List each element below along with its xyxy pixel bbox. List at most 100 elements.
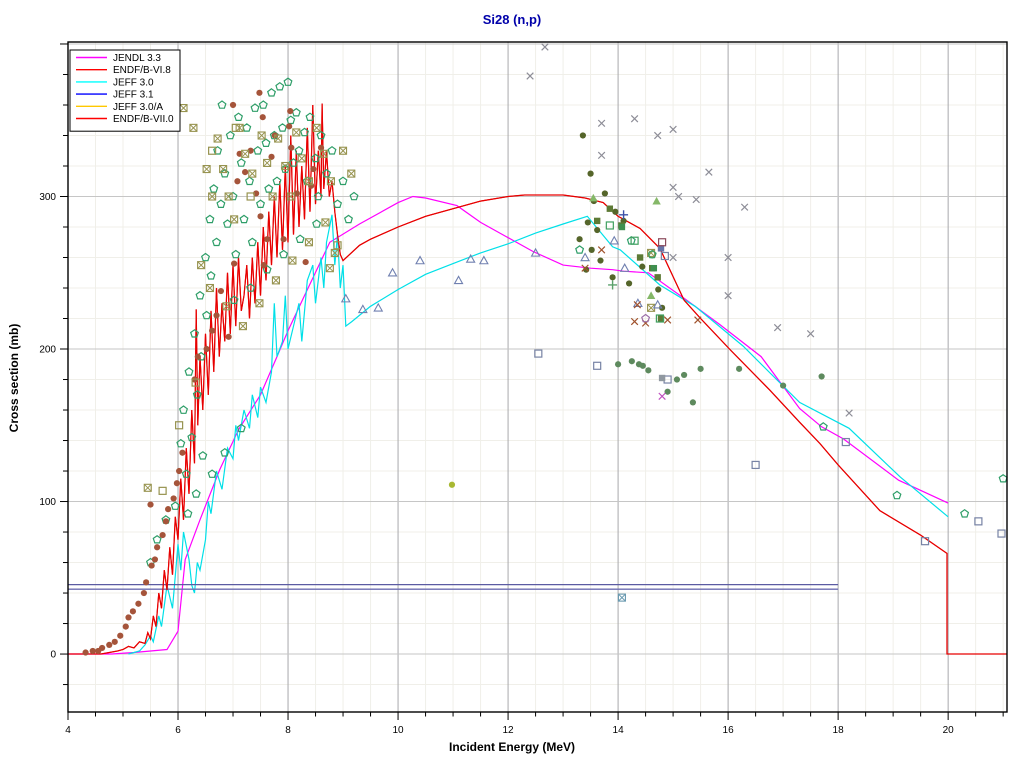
data-point — [806, 330, 815, 338]
data-point — [960, 508, 970, 518]
data-point — [275, 81, 285, 91]
data-point — [297, 154, 306, 163]
data-point — [259, 114, 266, 121]
data-point — [200, 252, 211, 262]
data-point — [321, 168, 331, 178]
scatter-exp-green-filled-square — [618, 223, 658, 272]
data-point — [630, 114, 639, 123]
data-point — [589, 193, 598, 202]
data-point — [224, 192, 233, 201]
data-point — [327, 145, 337, 155]
data-point — [658, 374, 666, 382]
data-point — [617, 593, 626, 602]
data-point — [304, 238, 313, 247]
data-point — [597, 151, 606, 160]
data-point — [773, 323, 782, 332]
y-tick-label: 200 — [39, 345, 56, 356]
data-point — [325, 264, 334, 273]
data-point — [244, 176, 254, 186]
data-point — [614, 361, 622, 368]
data-point — [294, 145, 304, 155]
data-point — [478, 255, 489, 265]
data-point — [654, 274, 661, 281]
data-point — [281, 161, 290, 171]
data-point — [206, 271, 216, 280]
scatter-exp-khaki-square — [158, 123, 342, 495]
data-point — [593, 361, 602, 370]
data-point — [286, 115, 296, 125]
data-point — [159, 531, 166, 539]
data-point — [173, 480, 181, 487]
data-point — [650, 264, 658, 272]
data-point — [580, 252, 591, 262]
data-point — [655, 314, 664, 323]
data-point — [217, 100, 227, 109]
data-point — [618, 223, 626, 231]
scatter-exp-steel-crossed-square — [617, 593, 626, 602]
data-point — [657, 245, 665, 252]
data-point — [297, 154, 306, 163]
scatter-exp-yellowgreen-circle — [448, 481, 456, 488]
data-point — [248, 169, 257, 178]
scatter-exp-purple-pentagon — [641, 313, 651, 323]
data-point — [619, 210, 629, 220]
y-tick-label: 0 — [50, 650, 56, 661]
data-point — [279, 249, 289, 259]
data-point — [281, 162, 290, 170]
data-point — [192, 390, 202, 399]
scatter-exp-maroon-square — [657, 238, 667, 247]
data-point — [220, 168, 230, 178]
data-point — [266, 88, 277, 97]
data-point — [740, 203, 749, 211]
data-point — [288, 256, 297, 265]
data-point — [645, 367, 652, 374]
data-point — [330, 249, 339, 257]
data-point — [349, 191, 359, 201]
data-point — [247, 237, 257, 247]
series-layer — [68, 43, 1008, 656]
data-point — [526, 72, 534, 80]
data-point — [845, 409, 853, 417]
data-point — [581, 264, 589, 272]
data-point — [263, 158, 272, 167]
data-point — [106, 641, 113, 648]
data-point — [129, 608, 137, 615]
data-point — [694, 316, 702, 324]
data-point — [597, 119, 606, 128]
data-point — [705, 168, 713, 176]
legend-label-endf-b-vii-0: ENDF/B-VII.0 — [113, 114, 174, 125]
data-point — [646, 291, 656, 300]
data-point — [669, 125, 677, 134]
scatter-exp-green-circle — [614, 358, 825, 406]
data-point — [302, 258, 309, 266]
data-point — [608, 280, 618, 290]
data-point — [292, 128, 301, 137]
data-point — [125, 614, 132, 621]
data-point — [268, 192, 277, 201]
x-tick-label: 4 — [65, 725, 71, 736]
data-point — [818, 422, 828, 431]
data-point — [197, 261, 205, 269]
data-point — [143, 483, 152, 492]
x-tick-label: 18 — [833, 725, 845, 736]
data-point — [310, 153, 321, 163]
data-point — [179, 104, 188, 112]
data-point — [453, 275, 464, 285]
data-point — [268, 153, 275, 160]
data-point — [219, 165, 227, 173]
y-axis-title: Cross section (mb) — [7, 324, 21, 433]
data-point — [170, 495, 177, 502]
data-point — [317, 144, 325, 151]
data-point — [147, 501, 154, 508]
data-point — [229, 295, 239, 304]
data-point — [225, 130, 235, 140]
data-point — [242, 168, 249, 176]
data-point — [234, 178, 241, 185]
data-point — [305, 238, 313, 247]
scatter-exp-brown-circle — [82, 89, 325, 656]
data-point — [597, 257, 604, 264]
data-point — [312, 124, 321, 132]
data-point — [594, 226, 601, 234]
